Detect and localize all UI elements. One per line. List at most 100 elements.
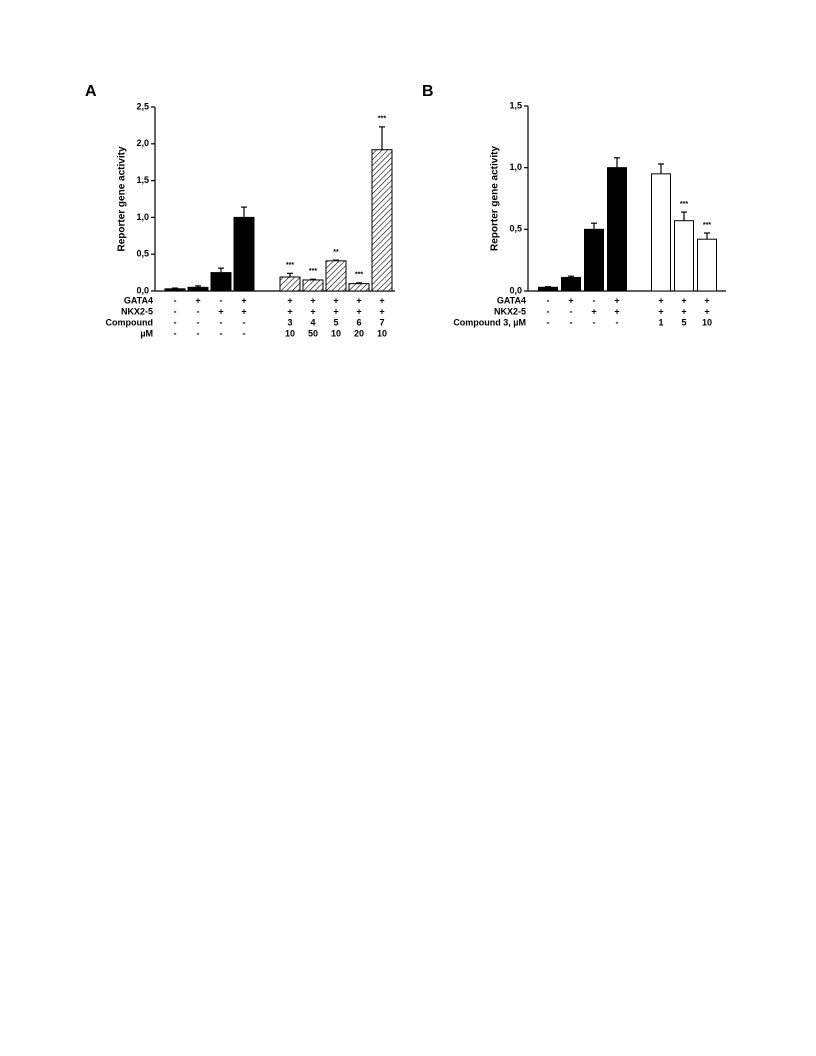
- row-value: +: [356, 306, 361, 316]
- y-tick-label: 0,0: [136, 285, 149, 295]
- row-value: 6: [356, 317, 361, 327]
- bar: [279, 276, 301, 292]
- y-tick-label: 1,5: [509, 100, 522, 110]
- row-value: -: [243, 328, 246, 338]
- row-value: -: [570, 317, 573, 327]
- row-value: 20: [354, 328, 364, 338]
- y-tick-label: 1,0: [136, 212, 149, 222]
- significance-label: ***: [355, 272, 363, 279]
- bar: [164, 288, 186, 292]
- row-value: -: [547, 295, 550, 305]
- significance-label: ***: [378, 116, 386, 123]
- bar: [561, 276, 581, 292]
- row-label: µM: [140, 328, 153, 338]
- y-tick-label: 0,5: [136, 249, 149, 259]
- row-value: 10: [285, 328, 295, 338]
- significance-label: **: [333, 249, 339, 256]
- row-value: +: [658, 295, 663, 305]
- row-value: -: [197, 328, 200, 338]
- significance-label: ***: [703, 222, 711, 229]
- bar: [697, 238, 717, 292]
- row-value: -: [197, 317, 200, 327]
- row-value: +: [704, 306, 709, 316]
- row-label: NKX2-5: [494, 306, 526, 316]
- row-label: GATA4: [497, 295, 526, 305]
- row-value: 5: [333, 317, 338, 327]
- row-value: -: [593, 295, 596, 305]
- bar: [674, 220, 694, 292]
- row-value: 10: [702, 317, 712, 327]
- row-label: NKX2-5: [121, 306, 153, 316]
- row-value: 50: [308, 328, 318, 338]
- y-tick-label: 1,0: [509, 162, 522, 172]
- bar: [584, 228, 604, 292]
- row-value: -: [570, 306, 573, 316]
- row-value: +: [356, 295, 361, 305]
- y-tick-label: 2,0: [136, 138, 149, 148]
- y-tick-label: 0,5: [509, 224, 522, 234]
- row-label: Compound: [106, 317, 154, 327]
- row-label: Compound 3, µM: [453, 317, 526, 327]
- row-value: -: [547, 317, 550, 327]
- row-value: -: [174, 306, 177, 316]
- row-value: +: [287, 306, 292, 316]
- bar: [538, 286, 558, 292]
- row-value: -: [220, 328, 223, 338]
- row-value: 7: [379, 317, 384, 327]
- row-label: GATA4: [124, 295, 153, 305]
- y-tick-label: 0,0: [509, 285, 522, 295]
- row-value: 1: [658, 317, 663, 327]
- row-value: +: [379, 295, 384, 305]
- row-value: +: [658, 306, 663, 316]
- row-value: +: [287, 295, 292, 305]
- y-axis-label: Reporter gene activity: [117, 146, 128, 251]
- row-value: +: [568, 295, 573, 305]
- row-value: +: [241, 295, 246, 305]
- row-value: +: [333, 306, 338, 316]
- row-value: -: [174, 295, 177, 305]
- bar: [651, 173, 671, 292]
- row-value: -: [197, 306, 200, 316]
- row-value: +: [241, 306, 246, 316]
- bar: [371, 149, 393, 292]
- row-value: -: [174, 317, 177, 327]
- row-value: +: [310, 306, 315, 316]
- row-value: +: [614, 295, 619, 305]
- significance-label: ***: [680, 201, 688, 208]
- row-value: -: [243, 317, 246, 327]
- significance-label: ***: [309, 268, 317, 275]
- bar: [325, 260, 347, 292]
- bar: [210, 272, 232, 292]
- row-value: +: [614, 306, 619, 316]
- row-value: 5: [681, 317, 686, 327]
- row-value: -: [220, 295, 223, 305]
- row-value: +: [310, 295, 315, 305]
- bar: [607, 167, 627, 292]
- row-value: -: [220, 317, 223, 327]
- panel-label: A: [85, 83, 97, 100]
- row-value: +: [681, 295, 686, 305]
- row-value: +: [591, 306, 596, 316]
- row-value: -: [547, 306, 550, 316]
- row-value: 4: [310, 317, 315, 327]
- bar: [233, 216, 255, 292]
- row-value: 10: [377, 328, 387, 338]
- row-value: -: [174, 328, 177, 338]
- row-value: 3: [287, 317, 292, 327]
- row-value: +: [704, 295, 709, 305]
- row-value: -: [616, 317, 619, 327]
- row-value: +: [195, 295, 200, 305]
- bar: [348, 283, 370, 292]
- y-tick-label: 1,5: [136, 175, 149, 185]
- row-value: -: [593, 317, 596, 327]
- significance-label: ***: [286, 262, 294, 269]
- row-value: +: [333, 295, 338, 305]
- row-value: +: [218, 306, 223, 316]
- panel-label: B: [422, 83, 434, 100]
- bar: [187, 286, 209, 292]
- row-value: 10: [331, 328, 341, 338]
- row-value: +: [681, 306, 686, 316]
- y-axis-label: Reporter gene activity: [490, 146, 501, 251]
- y-tick-label: 2,5: [136, 101, 149, 111]
